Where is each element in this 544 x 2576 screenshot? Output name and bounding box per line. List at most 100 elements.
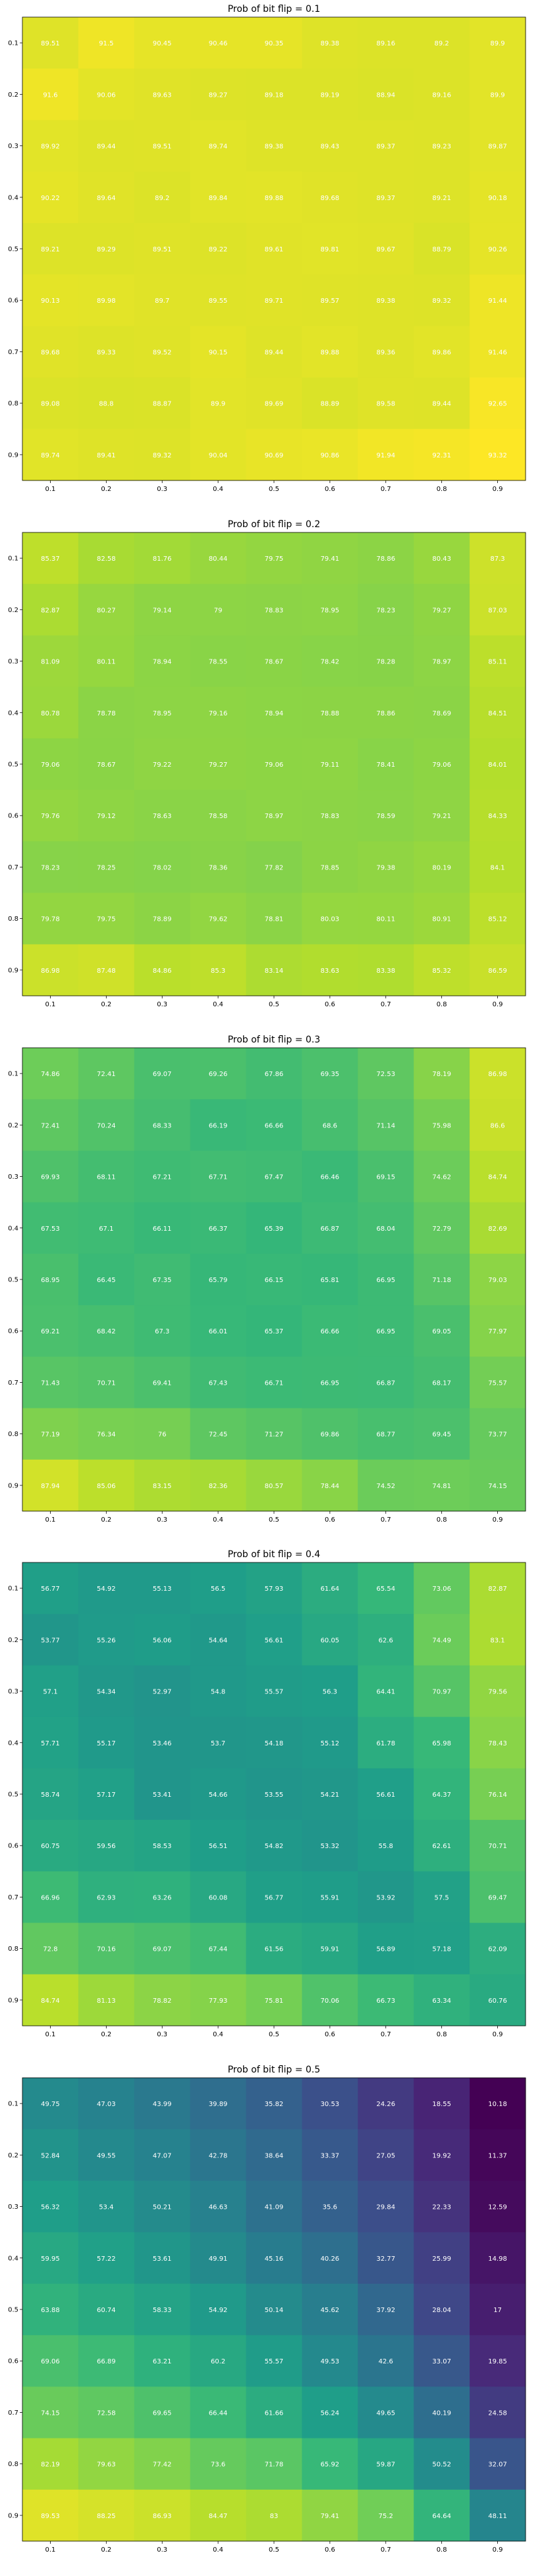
heatmap-cell [302, 1768, 358, 1820]
cell-value-label: 55.26 [97, 1637, 116, 1645]
cell-value-label: 22.33 [432, 2204, 451, 2211]
heatmap-cell [302, 326, 358, 378]
x-tick-label: 0.9 [493, 1001, 503, 1008]
cell-value-label: 89.2 [435, 40, 449, 47]
heatmap-cell [358, 120, 414, 172]
cell-value-label: 74.15 [41, 2410, 60, 2417]
heatmap-cell [78, 1459, 135, 1512]
cell-value-label: 86.98 [41, 967, 60, 975]
cell-value-label: 19.85 [488, 2358, 507, 2365]
heatmap-cell [470, 2232, 526, 2284]
cell-value-label: 33.07 [432, 2358, 451, 2365]
cell-value-label: 66.89 [97, 2358, 116, 2365]
heatmap-cell [78, 1871, 135, 1924]
heatmap-cell [358, 16, 414, 69]
heatmap-cell [470, 1768, 526, 1820]
x-tick-label: 0.4 [213, 486, 223, 493]
heatmap-cell [358, 1150, 414, 1202]
cell-value-label: 72.79 [432, 1225, 451, 1232]
heatmap-cell [190, 171, 247, 224]
cell-value-label: 90.46 [209, 40, 228, 47]
cell-value-label: 78.67 [265, 658, 284, 665]
cell-value-label: 60.74 [97, 2307, 116, 2314]
cell-value-label: 18.55 [432, 2101, 451, 2108]
heatmap-cell [246, 1253, 302, 1306]
heatmap-cell [246, 1202, 302, 1254]
heatmap-cell [414, 1665, 470, 1718]
heatmap-cell [78, 2284, 135, 2336]
cell-value-label: 87.94 [41, 1482, 60, 1489]
cell-value-label: 55.13 [153, 1586, 172, 1593]
cell-value-label: 88.79 [432, 246, 451, 253]
cell-value-label: 57.5 [435, 1895, 449, 1902]
heatmap-cell [470, 1562, 526, 1615]
heatmap-cell [470, 377, 526, 430]
heatmap-cell [414, 1871, 470, 1924]
cell-value-label: 67.44 [209, 1946, 228, 1953]
heatmap-cell [470, 584, 526, 636]
cell-value-label: 89.74 [209, 143, 228, 151]
y-tick-label: 0.2 [8, 607, 18, 614]
cell-value-label: 66.95 [376, 1277, 395, 1284]
heatmap-cell [302, 2386, 358, 2439]
heatmap-cell [190, 1356, 247, 1408]
heatmap-cell [22, 1665, 79, 1718]
cell-value-label: 56.5 [211, 1586, 225, 1593]
cell-value-label: 79.22 [153, 761, 172, 769]
cell-value-label: 30.53 [321, 2101, 340, 2108]
x-tick-label: 0.9 [493, 2031, 503, 2038]
heatmap-cell [470, 222, 526, 275]
cell-value-label: 57.71 [41, 1740, 60, 1747]
heatmap-cell [302, 2489, 358, 2542]
heatmap-cell [134, 892, 191, 945]
x-tick-label: 0.1 [45, 486, 56, 493]
chart-title: Prob of bit flip = 0.1 [228, 4, 321, 14]
cell-value-label: 76.34 [97, 1431, 116, 1438]
cell-value-label: 32.07 [488, 2461, 507, 2469]
cell-value-label: 68.17 [432, 1379, 451, 1387]
cell-value-label: 89.37 [376, 195, 395, 202]
cell-value-label: 90.04 [209, 452, 228, 459]
y-tick-label: 0.1 [8, 555, 18, 562]
heatmap-cell [22, 1356, 79, 1408]
x-tick-label: 0.8 [437, 2031, 447, 2038]
cell-value-label: 78.86 [376, 555, 395, 563]
heatmap-cell [22, 532, 79, 584]
heatmap-cell [190, 686, 247, 739]
heatmap-cell [78, 2232, 135, 2284]
cell-value-label: 83.38 [376, 967, 395, 975]
heatmap-cell [470, 1665, 526, 1718]
cell-value-label: 79.12 [97, 813, 116, 820]
cell-value-label: 79.75 [265, 555, 284, 563]
heatmap-cell [22, 1562, 79, 1615]
heatmap-cell [470, 1356, 526, 1408]
x-tick-label: 0.5 [269, 2546, 279, 2554]
heatmap-cell [246, 274, 302, 326]
heatmap-cell [190, 68, 247, 120]
heatmap-cell [190, 532, 247, 584]
y-tick-label: 0.7 [8, 2409, 18, 2417]
heatmap-cell [78, 2335, 135, 2388]
heatmap-cell [414, 68, 470, 120]
heatmap-cell [22, 2335, 79, 2388]
heatmap-cell [470, 2078, 526, 2130]
heatmap-cell [78, 1150, 135, 1202]
cell-value-label: 85.37 [41, 555, 60, 563]
cell-value-label: 89.37 [376, 143, 395, 151]
cell-value-label: 58.74 [41, 1791, 60, 1799]
cell-value-label: 35.6 [323, 2204, 337, 2211]
heatmap-cell [302, 2078, 358, 2130]
cell-value-label: 83.14 [265, 967, 284, 975]
heatmap-cell [302, 171, 358, 224]
heatmap-cell [302, 1665, 358, 1718]
cell-value-label: 57.17 [97, 1791, 116, 1799]
cell-value-label: 82.19 [41, 2461, 60, 2469]
cell-value-label: 67.47 [265, 1173, 284, 1181]
heatmap-cell [414, 1408, 470, 1460]
cell-value-label: 53.41 [153, 1791, 172, 1799]
heatmap-cell [358, 944, 414, 996]
heatmap-cell [358, 686, 414, 739]
cell-value-label: 89.21 [432, 195, 451, 202]
heatmap-panel: Prob of bit flip = 0.456.77 54.92 55.13 56.… [8, 1549, 526, 2038]
cell-value-label: 89.87 [488, 143, 507, 151]
